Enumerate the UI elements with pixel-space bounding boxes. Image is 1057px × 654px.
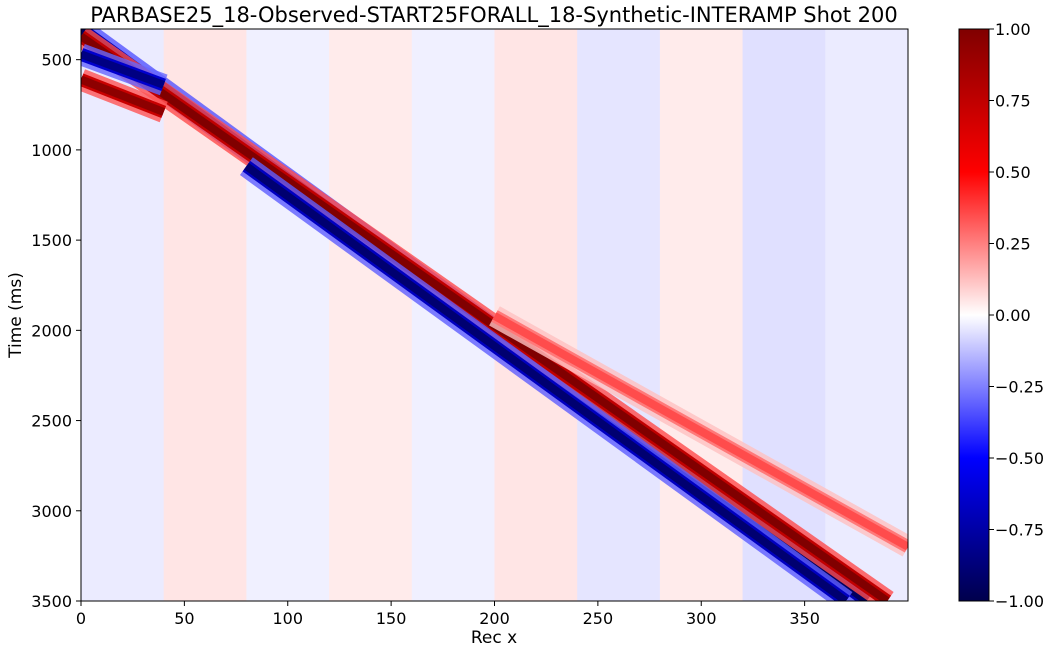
x-tick-label: 350	[789, 609, 820, 628]
x-tick-label: 50	[174, 609, 194, 628]
colorbar-tick-label: 0.75	[995, 92, 1031, 111]
colorbar-gradient	[958, 28, 990, 602]
y-axis-label: Time (ms)	[6, 272, 26, 359]
y-tick-label: 2500	[31, 412, 72, 431]
y-tick-label: 1500	[31, 231, 72, 250]
colorbar-tick-label: 1.00	[995, 20, 1031, 39]
x-tick-label: 100	[272, 609, 303, 628]
background-block-6	[577, 29, 661, 601]
event-core-5	[81, 50, 166, 89]
colorbar-tick-label: 0.50	[995, 163, 1031, 182]
colorbar-tick-label: 0.00	[995, 306, 1031, 325]
heatmap-area	[81, 29, 908, 601]
x-tick-label: 150	[376, 609, 407, 628]
event-core-1	[81, 32, 890, 601]
x-tick-label: 300	[686, 609, 717, 628]
x-tick-label: 200	[479, 609, 510, 628]
background-block-3	[329, 29, 413, 601]
y-tick-label: 3000	[31, 502, 72, 521]
y-tick-label: 1000	[31, 141, 72, 160]
x-tick-label: 0	[76, 609, 86, 628]
y-tick-label: 3500	[31, 592, 72, 611]
colorbar-tick-label: −0.25	[995, 378, 1044, 397]
chart-title: PARBASE25_18-Observed-START25FORALL_18-S…	[90, 3, 898, 28]
colorbar-tick-label: −1.00	[995, 592, 1044, 611]
colorbar-tick-label: 0.25	[995, 235, 1031, 254]
event-core-4	[81, 75, 166, 116]
y-tick-label: 2000	[31, 321, 72, 340]
colorbar-tick-label: −0.50	[995, 449, 1044, 468]
x-tick-label: 250	[583, 609, 614, 628]
background-block-2	[246, 29, 330, 601]
event-core-3	[492, 312, 908, 551]
colorbar: 1.00 0.75 0.50 0.25 0.00 −0.25 −0.50 −0.75 −1.00	[958, 20, 1044, 611]
y-tick-label: 500	[41, 51, 72, 70]
event-core-2	[244, 162, 849, 601]
axes: 0 50 100 150 200 250 300 350 500 1000 1500 2000 2500…	[31, 28, 909, 628]
x-axis-label: Rec x	[471, 628, 517, 648]
colorbar-tick-label: −0.75	[995, 521, 1044, 540]
background-block-0	[81, 29, 165, 601]
